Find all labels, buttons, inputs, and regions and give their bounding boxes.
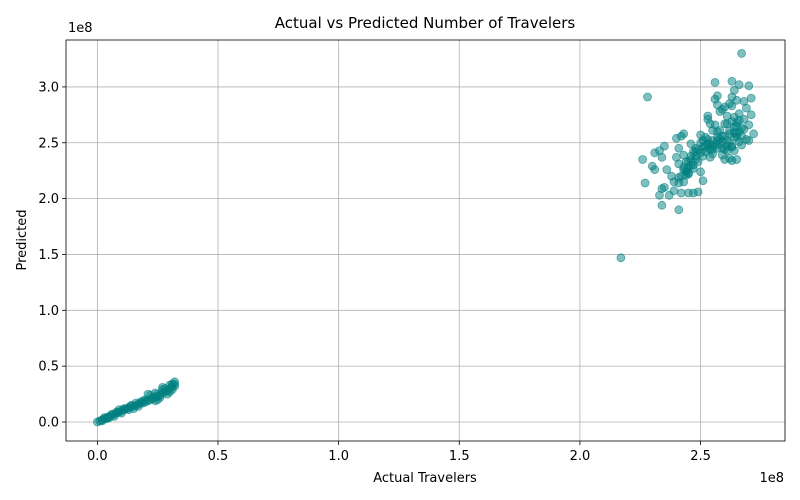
data-point: [170, 381, 180, 391]
data-point: [744, 136, 754, 145]
data-point: [616, 253, 626, 263]
x-axis-label: Actual Travelers: [373, 471, 477, 486]
data-point: [657, 200, 667, 210]
data-point: [708, 145, 717, 154]
data-point: [693, 157, 703, 167]
x-tick-label: 1.5: [449, 449, 470, 464]
y-tick-label: 2.5: [38, 136, 59, 151]
data-point: [109, 411, 119, 421]
y-axis-label: Predicted: [15, 209, 30, 270]
data-point: [650, 165, 660, 175]
data-point: [734, 80, 744, 90]
data-point: [153, 395, 163, 405]
data-point: [679, 129, 689, 139]
data-point: [732, 95, 742, 105]
data-point: [660, 182, 669, 192]
plot-frame: [65, 39, 786, 442]
x-tick-label: 0.0: [87, 449, 108, 464]
data-point: [158, 382, 167, 392]
data-point: [742, 103, 751, 113]
data-point: [744, 81, 754, 91]
data-point: [657, 152, 667, 162]
data-point: [727, 101, 737, 111]
data-point: [737, 49, 746, 58]
y-tick-label: 2.0: [38, 192, 59, 207]
data-point: [713, 91, 722, 101]
data-point: [138, 396, 148, 406]
data-point: [746, 93, 756, 103]
data-point: [681, 166, 691, 176]
data-point: [674, 205, 684, 215]
data-point: [669, 186, 679, 196]
data-point: [643, 92, 652, 102]
x-axis-offset-label: 1e8: [759, 471, 784, 486]
data-point: [749, 129, 758, 139]
data-point: [662, 165, 672, 175]
grid-lines: [66, 40, 785, 441]
data-point: [102, 414, 112, 424]
data-point: [746, 110, 756, 120]
data-point: [739, 124, 749, 134]
data-point: [696, 167, 705, 177]
data-point: [676, 188, 686, 198]
data-point: [729, 85, 739, 95]
x-tick-label: 2.5: [690, 449, 711, 464]
data-point: [727, 76, 737, 86]
data-point: [715, 126, 725, 135]
y-tick-label: 1.0: [38, 304, 59, 319]
data-point: [734, 116, 744, 125]
data-point: [710, 78, 720, 87]
data-point: [660, 141, 669, 151]
data-point: [124, 405, 134, 415]
y-tick-label: 0.5: [38, 360, 59, 375]
data-point: [693, 187, 703, 197]
x-tick-label: 2.0: [570, 449, 591, 464]
y-tick-label: 0.0: [38, 416, 59, 431]
data-point: [117, 408, 126, 418]
x-axis-ticks: 0.0 0.5 1.0 1.5 2.0 2.5: [87, 441, 711, 464]
x-tick-label: 0.5: [208, 449, 229, 464]
data-point: [679, 177, 689, 187]
data-point: [698, 176, 708, 186]
y-axis-offset-label: 1e8: [68, 21, 93, 36]
data-point: [732, 155, 742, 164]
scatter-points: [93, 49, 758, 427]
chart-title: Actual vs Predicted Number of Travelers: [275, 14, 576, 32]
data-point: [727, 142, 737, 152]
y-tick-label: 1.5: [38, 248, 59, 263]
x-tick-label: 1.0: [328, 449, 349, 464]
data-point: [674, 143, 684, 153]
data-point: [640, 178, 650, 188]
data-point: [737, 140, 746, 150]
data-point: [703, 139, 713, 149]
y-tick-label: 3.0: [38, 80, 59, 95]
y-axis-ticks: 0.0 0.5 1.0 1.5 2.0 2.5 3.0: [38, 80, 66, 431]
data-point: [638, 155, 647, 164]
data-point: [133, 401, 143, 411]
